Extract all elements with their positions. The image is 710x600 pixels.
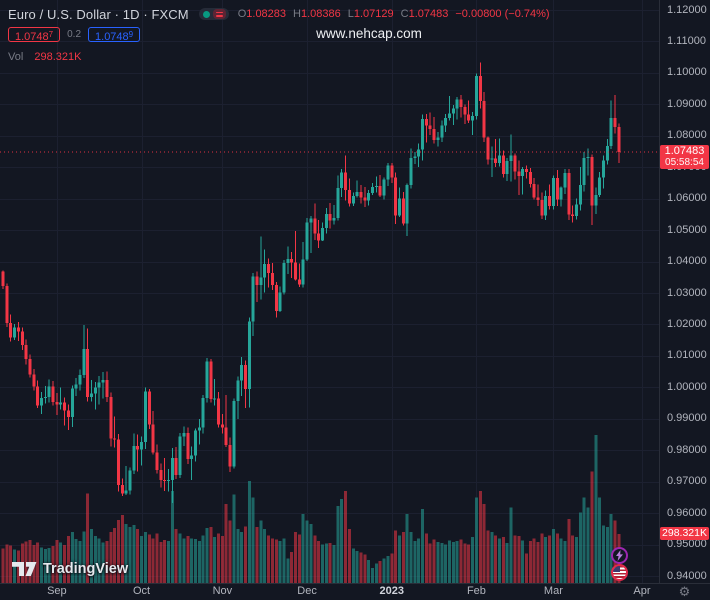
time-tick-label: 2023 bbox=[379, 585, 404, 597]
buy-price-button[interactable]: 1.07489 bbox=[88, 27, 141, 43]
open-label: O bbox=[237, 8, 247, 20]
bar-countdown-timer: 05:58:54 bbox=[665, 157, 704, 169]
volume-label: Vol bbox=[8, 51, 24, 63]
price-tick-label: 1.00000 bbox=[667, 380, 707, 393]
current-price-badge: 1.07483 05:58:54 bbox=[660, 145, 709, 170]
price-tick-label: 1.06000 bbox=[667, 192, 707, 205]
open-value: 1.08283 bbox=[246, 8, 287, 20]
spread-value: 0.2 bbox=[67, 29, 82, 40]
symbol-title[interactable]: Euro / U.S. Dollar · 1D · FXCM bbox=[8, 6, 189, 22]
us-flag-event-icon[interactable] bbox=[611, 564, 628, 581]
time-tick-label: Sep bbox=[47, 585, 67, 597]
price-tick-label: 1.04000 bbox=[667, 255, 707, 268]
low-value: 1.07129 bbox=[353, 8, 394, 20]
time-tick-label: Nov bbox=[212, 585, 233, 597]
time-tick-label: Apr bbox=[633, 585, 651, 597]
lightning-event-icon[interactable] bbox=[611, 547, 628, 564]
price-tick-label: 1.09000 bbox=[667, 97, 707, 110]
price-tick-label: 0.95000 bbox=[667, 538, 707, 551]
price-axis[interactable]: 1.120001.110001.100001.090001.080001.070… bbox=[659, 0, 710, 583]
market-session-icon bbox=[212, 9, 226, 19]
price-tick-label: 1.02000 bbox=[667, 317, 707, 330]
time-axis[interactable]: Sep Oct Nov Dec 2023 Feb Mar Apr bbox=[0, 583, 659, 600]
price-tick-label: 1.05000 bbox=[667, 223, 707, 236]
price-tick-label: 1.10000 bbox=[667, 66, 707, 79]
market-open-dot-icon bbox=[202, 10, 210, 18]
price-tick-label: 1.03000 bbox=[667, 286, 707, 299]
volume-value: 298.321K bbox=[34, 51, 82, 63]
tradingview-logo[interactable]: TradingView bbox=[12, 561, 128, 577]
high-value: 1.08386 bbox=[300, 8, 341, 20]
low-label: L bbox=[347, 8, 354, 20]
change-value: −0.00800 (−0.74%) bbox=[455, 8, 550, 20]
time-tick-label: Feb bbox=[466, 585, 486, 597]
close-value: 1.07483 bbox=[408, 8, 449, 20]
sell-price-button[interactable]: 1.07487 bbox=[8, 27, 61, 43]
ohlc-readout: O1.08283 H1.08386 L1.07129 C1.07483 −0.0… bbox=[238, 8, 550, 20]
price-tick-label: 1.11000 bbox=[667, 34, 706, 47]
tradingview-logo-text: TradingView bbox=[43, 561, 129, 577]
axis-settings-corner[interactable]: ⚙ bbox=[659, 583, 710, 600]
chart-legend: Euro / U.S. Dollar · 1D · FXCM O1.08283 … bbox=[8, 6, 550, 63]
high-label: H bbox=[293, 8, 301, 20]
current-price-value: 1.07483 bbox=[664, 145, 705, 158]
close-label: C bbox=[400, 8, 409, 20]
time-tick-label: Dec bbox=[297, 585, 317, 597]
price-tick-label: 0.98000 bbox=[667, 443, 707, 456]
price-tick-label: 1.01000 bbox=[667, 349, 707, 362]
price-tick-label: 0.94000 bbox=[667, 569, 707, 582]
price-tick-label: 1.12000 bbox=[667, 3, 707, 16]
gear-icon[interactable]: ⚙ bbox=[678, 584, 691, 599]
price-tick-label: 0.99000 bbox=[667, 412, 707, 425]
time-tick-label: Oct bbox=[133, 585, 151, 597]
price-tick-label: 0.97000 bbox=[667, 475, 707, 488]
time-tick-label: Mar bbox=[543, 585, 563, 597]
price-tick-label: 0.96000 bbox=[667, 506, 707, 519]
tradingview-logo-icon bbox=[12, 561, 37, 576]
market-status-toggle[interactable] bbox=[198, 8, 229, 20]
flag-canton bbox=[613, 566, 620, 572]
price-tick-label: 1.08000 bbox=[667, 129, 707, 142]
current-volume-badge: 298.321K bbox=[660, 527, 709, 540]
watermark-text: www.nehcap.com bbox=[316, 26, 422, 41]
volume-readout: Vol 298.321K bbox=[8, 51, 550, 63]
